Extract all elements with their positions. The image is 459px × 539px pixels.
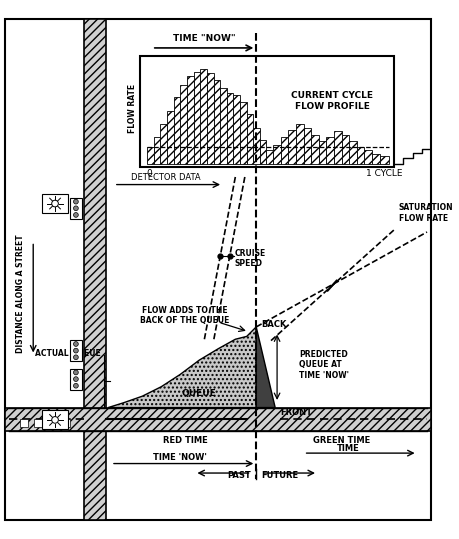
Text: TIME "NOW": TIME "NOW" [173, 34, 235, 43]
Circle shape [73, 355, 78, 360]
Bar [207, 73, 213, 164]
Text: PAST: PAST [228, 472, 252, 480]
Bar [62, 419, 70, 426]
Bar [167, 110, 174, 164]
Bar [304, 128, 311, 164]
Bar [213, 80, 220, 164]
Circle shape [73, 377, 78, 382]
Text: BACK: BACK [261, 320, 286, 329]
Circle shape [73, 212, 78, 217]
Bar [220, 88, 227, 164]
Bar [200, 69, 207, 164]
Bar [349, 141, 357, 164]
Circle shape [52, 417, 58, 423]
Bar [174, 97, 180, 164]
Text: CURRENT CYCLE
FLOW PROFILE: CURRENT CYCLE FLOW PROFILE [291, 92, 373, 111]
Bar [20, 419, 28, 426]
Polygon shape [256, 327, 275, 407]
Bar [364, 150, 372, 164]
Bar [240, 102, 247, 164]
Bar [288, 129, 296, 164]
Text: FLOW RATE: FLOW RATE [129, 84, 137, 133]
Bar [70, 198, 82, 219]
Bar [266, 150, 273, 164]
Text: TIME 'NOW': TIME 'NOW' [153, 453, 207, 462]
Text: CRUISE
SPEED: CRUISE SPEED [235, 249, 266, 268]
Bar [180, 85, 187, 164]
Circle shape [73, 199, 78, 204]
Bar [253, 128, 260, 164]
Circle shape [73, 383, 78, 388]
Bar [70, 340, 82, 361]
Bar [5, 407, 431, 431]
Bar [42, 194, 68, 213]
Text: 0: 0 [146, 169, 152, 178]
Bar [147, 147, 154, 164]
Polygon shape [108, 327, 256, 407]
Text: FRONT: FRONT [280, 408, 312, 417]
Bar [84, 18, 106, 521]
Bar [273, 144, 281, 164]
Text: SATURATION
FLOW RATE: SATURATION FLOW RATE [398, 203, 453, 223]
Circle shape [52, 200, 58, 207]
Bar [48, 419, 56, 426]
Bar [247, 114, 253, 164]
Text: DISTANCE ALONG A STREET: DISTANCE ALONG A STREET [17, 234, 25, 353]
Bar [380, 156, 389, 164]
Bar [42, 410, 68, 430]
Circle shape [73, 206, 78, 211]
Text: 1 CYCLE: 1 CYCLE [366, 169, 403, 178]
Text: RED TIME: RED TIME [162, 436, 207, 445]
Text: FUTURE: FUTURE [261, 472, 298, 480]
Bar [140, 57, 394, 168]
Circle shape [73, 370, 78, 375]
Bar [319, 141, 326, 164]
Text: FLOW ADDS TO THE
BACK OF THE QUEUE: FLOW ADDS TO THE BACK OF THE QUEUE [140, 306, 230, 325]
Bar [234, 95, 240, 164]
Text: GREEN TIME: GREEN TIME [313, 436, 370, 445]
Bar [194, 72, 200, 164]
Bar [227, 93, 234, 164]
Bar [341, 135, 349, 164]
Text: TIME: TIME [337, 444, 359, 453]
Bar [34, 419, 42, 426]
Circle shape [73, 342, 78, 347]
Bar [372, 154, 380, 164]
Bar [70, 369, 82, 390]
Bar [154, 137, 160, 164]
Text: DETECTOR DATA: DETECTOR DATA [131, 174, 201, 182]
Text: ACTUAL QUEUE: ACTUAL QUEUE [35, 349, 101, 358]
Bar [187, 77, 194, 164]
Text: PREDICTED
QUEUE AT
TIME 'NOW': PREDICTED QUEUE AT TIME 'NOW' [299, 350, 349, 380]
Bar [296, 124, 304, 164]
Bar [311, 135, 319, 164]
Bar [326, 137, 334, 164]
Circle shape [73, 348, 78, 353]
Bar [357, 147, 364, 164]
Bar [260, 140, 266, 164]
Bar [160, 124, 167, 164]
Bar [281, 137, 288, 164]
Text: QUEUE: QUEUE [182, 389, 217, 398]
Bar [334, 132, 341, 164]
